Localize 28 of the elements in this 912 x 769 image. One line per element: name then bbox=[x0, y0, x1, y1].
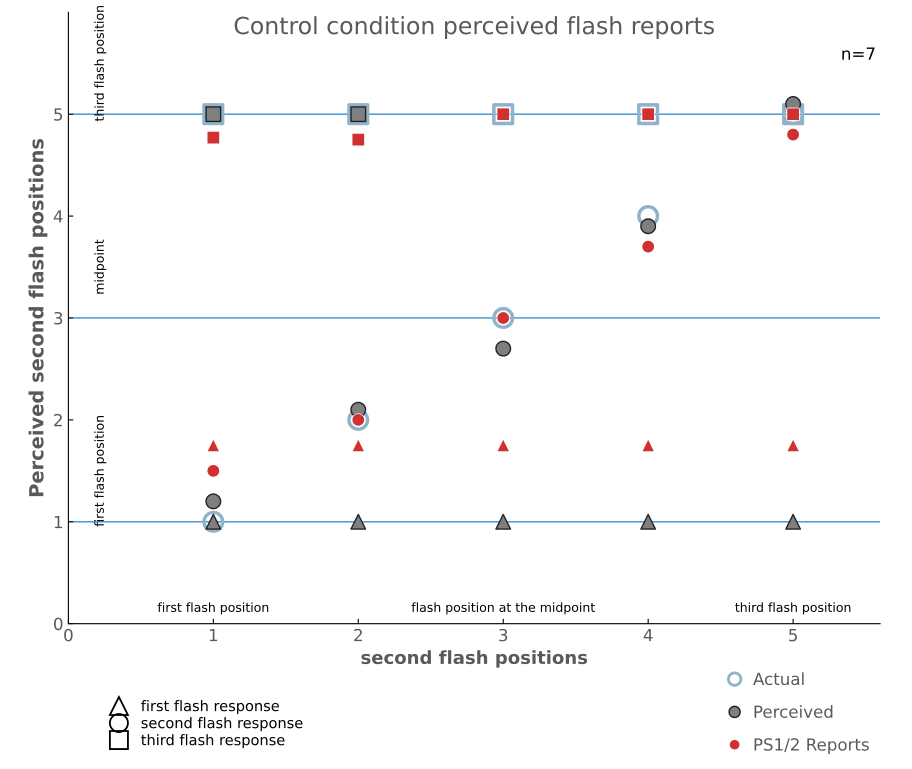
annotation: flash position at the midpoint bbox=[412, 602, 595, 614]
legend-label: second flash response bbox=[142, 717, 302, 732]
x-tick-label: 5 bbox=[789, 629, 797, 642]
legend-label: third flash response bbox=[141, 734, 284, 748]
y-tick-label: 5 bbox=[54, 108, 62, 121]
x-tick-label: 3 bbox=[499, 628, 508, 642]
y-tick-label: 2 bbox=[54, 414, 62, 426]
ref-line-label: first flash position bbox=[94, 416, 106, 526]
annotation: first flash position bbox=[158, 602, 268, 614]
x-tick-label: 0 bbox=[64, 628, 73, 642]
y-axis-title: Perceived second flash positions bbox=[28, 138, 48, 496]
legend-label: PS1/2 Reports bbox=[754, 738, 869, 754]
legend-label: Perceived bbox=[754, 705, 832, 718]
x-axis-title: second flash positions bbox=[361, 650, 588, 668]
y-tick-label: 3 bbox=[54, 312, 62, 325]
annotation: n=7 bbox=[842, 48, 875, 60]
chart-title: Control condition perceived flash reports bbox=[234, 16, 714, 40]
legend-label: first flash response bbox=[141, 700, 279, 714]
ref-line-label: midpoint bbox=[94, 240, 106, 294]
y-tick-label: 4 bbox=[54, 210, 63, 222]
y-tick-label: 0 bbox=[54, 618, 62, 630]
ref-line-label: third flash position bbox=[94, 6, 106, 122]
x-tick-label: 2 bbox=[354, 628, 362, 642]
x-tick-label: 1 bbox=[210, 629, 218, 642]
legend-label: Actual bbox=[753, 672, 804, 686]
x-tick-label: 4 bbox=[644, 629, 653, 642]
y-tick-label: 1 bbox=[54, 516, 62, 528]
annotation: third flash position bbox=[735, 602, 850, 614]
